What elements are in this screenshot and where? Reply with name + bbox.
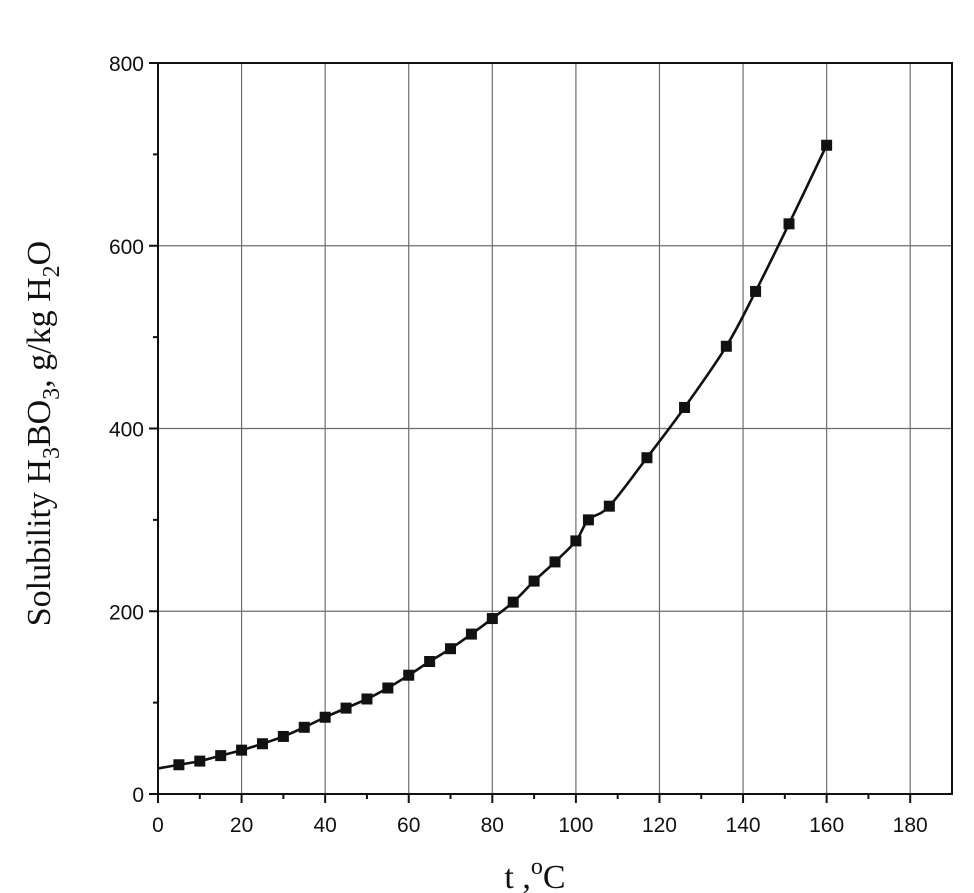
- data-point: [603, 500, 615, 512]
- x-axis-title: t ,oC: [504, 854, 565, 893]
- data-point: [215, 750, 227, 762]
- x-tick-label: 0: [152, 814, 164, 837]
- data-point: [194, 755, 206, 767]
- y-axis-title-sub-1: 3: [39, 447, 65, 459]
- x-tick-label: 120: [642, 814, 677, 837]
- data-point: [720, 340, 732, 352]
- y-axis-title-part-4: O: [21, 241, 58, 266]
- x-axis-title-part-3: C: [543, 859, 566, 893]
- markers: [173, 139, 833, 771]
- y-axis-title-sub-2: 3: [39, 388, 65, 400]
- y-tick-label: 600: [109, 236, 144, 259]
- data-point: [486, 613, 498, 625]
- x-tick-label: 20: [230, 814, 253, 837]
- data-point: [641, 452, 653, 464]
- x-tick-label: 40: [313, 814, 336, 837]
- data-point: [507, 596, 519, 608]
- data-point: [570, 535, 582, 547]
- ticks: [149, 62, 912, 803]
- data-point: [256, 738, 268, 750]
- x-tick-label: 100: [558, 814, 593, 837]
- data-point: [424, 656, 436, 668]
- data-point: [340, 702, 352, 714]
- y-axis-title: Solubility H3BO3, g/kg H2O: [21, 241, 65, 627]
- x-tick-label: 160: [809, 814, 844, 837]
- x-tick-label: 80: [481, 814, 504, 837]
- y-tick-label: 400: [109, 419, 144, 442]
- data-point: [549, 556, 561, 568]
- data-point: [173, 759, 185, 771]
- data-point: [465, 628, 477, 640]
- data-point: [750, 285, 762, 297]
- data-point: [361, 693, 373, 705]
- y-axis-title-part-1: Solubility H: [21, 459, 58, 626]
- data-point: [277, 730, 289, 742]
- data-point: [382, 682, 394, 694]
- tick-labels: 0 20 40 60 80 100 120 140 160 180 0 200 400 600 800: [109, 53, 928, 837]
- y-axis-title-sub-3: 2: [39, 265, 65, 277]
- data-point: [679, 401, 691, 413]
- x-axis-title-part-1: t ,: [504, 859, 530, 893]
- x-tick-label: 60: [397, 814, 420, 837]
- y-tick-label: 200: [109, 601, 144, 624]
- x-tick-label: 180: [893, 814, 928, 837]
- data-point: [403, 669, 415, 681]
- y-axis-title-part-3: , g/kg H: [21, 277, 58, 388]
- data-point: [445, 643, 457, 655]
- x-tick-label: 140: [726, 814, 761, 837]
- data-point: [319, 711, 331, 723]
- data-point: [582, 514, 594, 526]
- data-point: [298, 721, 310, 733]
- y-tick-label: 0: [132, 784, 144, 807]
- y-tick-label: 800: [109, 53, 144, 76]
- grid: [158, 63, 952, 794]
- data-point: [821, 139, 833, 151]
- x-axis-title-degree: o: [531, 854, 543, 880]
- y-axis-title-part-2: BO: [21, 400, 58, 447]
- data-point: [528, 575, 540, 587]
- data-point: [783, 218, 795, 230]
- data-point: [236, 744, 248, 756]
